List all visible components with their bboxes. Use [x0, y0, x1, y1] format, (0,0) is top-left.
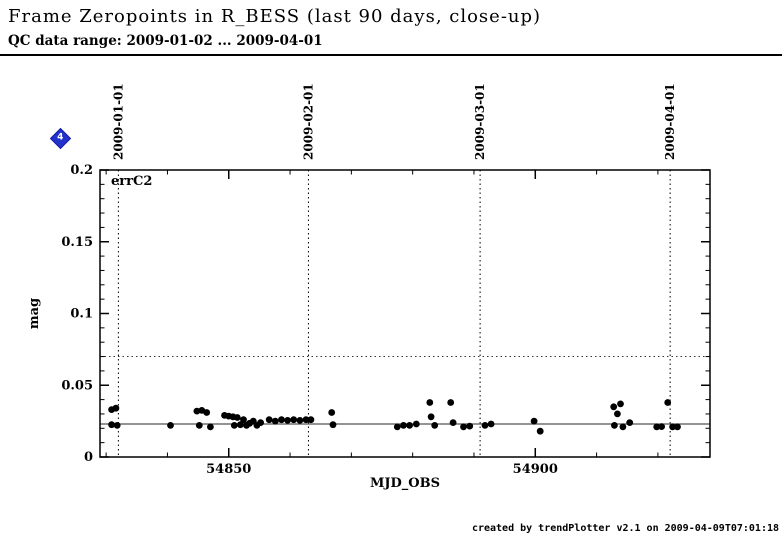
data-point: [614, 410, 621, 418]
data-point: [240, 416, 247, 424]
zeropoints-scatter-svg: 2009-01-01 2009-02-01 2009-03-01 2009-04-01…: [27, 83, 711, 491]
data-point: [393, 423, 401, 431]
date-tick-label: 2009-04-01: [663, 83, 677, 160]
data-point: [530, 417, 538, 425]
y-axis-label: mag: [27, 298, 42, 329]
data-point: [195, 422, 203, 429]
y-tick-label: 0.2: [70, 163, 93, 178]
data-point: [406, 422, 413, 429]
data-point: [108, 421, 115, 429]
data-point: [426, 399, 434, 406]
data-point: [233, 414, 241, 421]
data-point: [619, 423, 627, 431]
data-point: [400, 422, 407, 429]
data-point: [296, 417, 304, 424]
data-point: [658, 423, 665, 430]
page-title: Frame Zeropoints in R_BESS (last 90 days…: [8, 6, 542, 27]
data-point: [237, 421, 244, 429]
data-point: [466, 422, 474, 430]
data-point: [674, 423, 681, 431]
data-point: [265, 416, 273, 424]
y-tick-label: 0.15: [61, 235, 93, 250]
series-label: errC2: [111, 174, 152, 189]
data-point: [487, 420, 495, 428]
creation-credit: created by trendPlotter v2.1 on 2009-04-…: [471, 523, 779, 534]
date-tick-label: 2009-03-01: [473, 83, 487, 160]
data-point: [626, 419, 634, 426]
data-point: [412, 420, 420, 428]
data-point: [481, 422, 489, 429]
data-point: [290, 416, 298, 424]
data-point: [329, 421, 337, 429]
zeropoints-plot: 2009-01-01 2009-02-01 2009-03-01 2009-04-01…: [0, 62, 782, 522]
data-point: [460, 423, 467, 431]
data-point: [257, 419, 264, 426]
x-tick-label: 54850: [206, 462, 251, 477]
data-point: [307, 416, 315, 424]
data-point: [230, 422, 238, 429]
date-tick-label: 2009-01-01: [111, 83, 125, 160]
data-point: [207, 423, 214, 431]
data-point: [617, 400, 624, 408]
data-point: [271, 417, 279, 425]
data-point: [447, 399, 455, 406]
data-point: [112, 404, 120, 412]
data-point: [611, 422, 618, 429]
y-tick-label: 0.1: [70, 307, 93, 322]
data-point: [449, 419, 457, 426]
qc-data-range-subtitle: QC data range: 2009-01-02 ... 2009-04-01: [8, 33, 323, 49]
data-point: [669, 423, 676, 431]
y-tick-label: 0: [84, 450, 93, 465]
data-point: [610, 403, 618, 411]
data-point: [328, 409, 336, 416]
data-point: [167, 422, 174, 429]
y-tick-label: 0.05: [61, 378, 93, 393]
data-point: [431, 422, 439, 429]
x-axis-label: MJD_OBS: [370, 476, 440, 491]
data-point: [284, 417, 291, 424]
data-point: [427, 413, 435, 421]
data-point: [653, 423, 661, 431]
header-divider: [0, 54, 782, 56]
data-point: [664, 399, 672, 406]
data-point: [203, 409, 211, 416]
data-point: [536, 427, 544, 435]
date-tick-label: 2009-02-01: [301, 83, 315, 160]
data-point: [113, 422, 121, 429]
data-point: [302, 416, 310, 424]
x-tick-label: 54900: [513, 462, 558, 477]
data-point: [278, 416, 285, 424]
